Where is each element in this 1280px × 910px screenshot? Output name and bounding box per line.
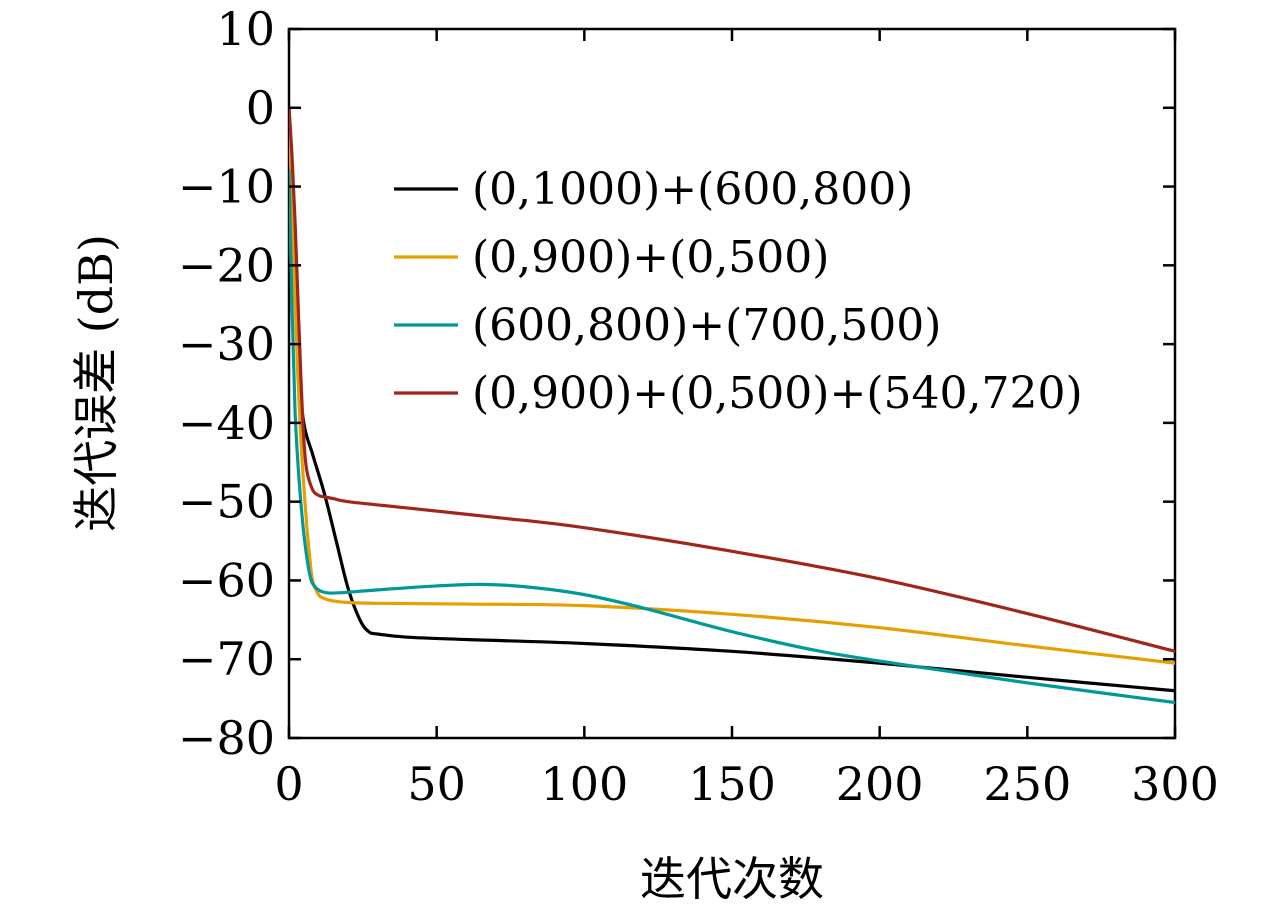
y-tick-label: −40 <box>178 396 275 450</box>
legend-label-2: (0,900)+(0,500) <box>472 232 829 283</box>
y-tick-label: −30 <box>178 317 275 371</box>
y-tick-label: 0 <box>246 81 275 135</box>
y-axis-label: 迭代误差 (dB) <box>69 234 123 532</box>
x-tick-label: 200 <box>836 757 924 811</box>
x-tick-label: 250 <box>983 757 1071 811</box>
series-lines <box>289 106 1175 705</box>
y-tick-label: −80 <box>178 711 275 765</box>
y-tick-label: 10 <box>216 2 275 56</box>
legend: (0,1000)+(600,800) (0,900)+(0,500) (600,80… <box>394 164 1083 419</box>
series-line-2 <box>289 114 1175 665</box>
y-tick-label: −50 <box>178 475 275 529</box>
x-axis-label: 迭代次数 <box>640 852 824 906</box>
x-tick-label: 300 <box>1131 757 1219 811</box>
y-tick-label: −20 <box>178 238 275 292</box>
x-tick-label: 0 <box>274 757 303 811</box>
y-tick-label: −70 <box>178 632 275 686</box>
y-tick-label: −10 <box>178 160 275 214</box>
legend-label-4: (0,900)+(0,500)+(540,720) <box>472 368 1083 419</box>
legend-label-1: (0,1000)+(600,800) <box>472 164 913 215</box>
axis-ticks: 0 50 100 150 200 250 300100−10−20−30−40−50−60−… <box>178 2 1219 811</box>
y-tick-label: −60 <box>178 553 275 607</box>
x-tick-label: 100 <box>540 757 628 811</box>
series-line-3 <box>289 169 1175 705</box>
x-tick-label: 150 <box>688 757 776 811</box>
legend-label-3: (600,800)+(700,500) <box>472 300 941 351</box>
x-tick-label: 50 <box>407 757 466 811</box>
series-line-4 <box>289 106 1175 653</box>
